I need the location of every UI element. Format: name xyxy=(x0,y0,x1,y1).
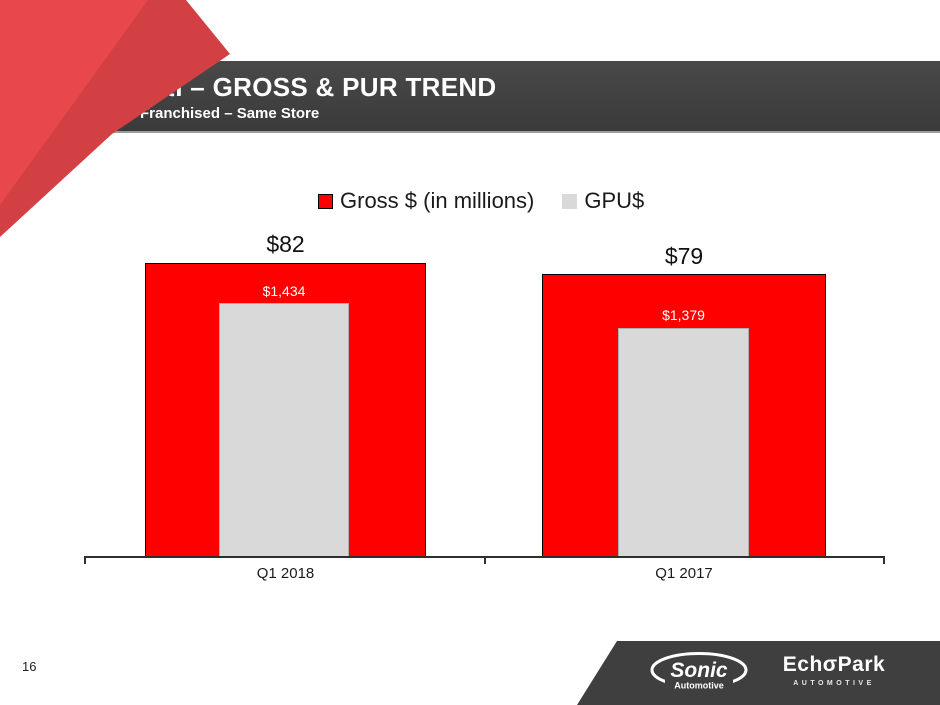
x-axis-tick-right xyxy=(883,556,885,564)
echopark-logo-wordmark: EchσPark xyxy=(782,653,886,676)
corner-ribbon-decoration xyxy=(0,0,230,237)
sonic-logo-wordmark: Sonic xyxy=(670,659,727,682)
slide-page-number: 16 xyxy=(22,659,37,674)
slide-subtitle: Franchised – Same Store xyxy=(140,105,320,122)
x-axis-tick-middle xyxy=(484,556,486,564)
category-label-q1-2018: Q1 2018 xyxy=(256,565,315,582)
echopark-logo-subtext: AUTOMOTIVE xyxy=(793,680,875,687)
gpu-value-label-q1-2017: $1,379 xyxy=(662,307,705,323)
echopark-automotive-logo: EchσPark AUTOMOTIVE xyxy=(774,653,894,687)
gpu-bar-q1-2018 xyxy=(219,303,349,557)
sonic-automotive-logo: Sonic Automotive xyxy=(650,652,748,691)
corner-ribbon-front-triangle xyxy=(0,0,148,205)
gpu-bar-q1-2017 xyxy=(618,328,749,557)
header-bar: F&I – GROSS & PUR TREND Franchised – Sam… xyxy=(110,61,940,133)
legend-item-gpu: GPU$ xyxy=(562,188,644,214)
gpu-legend-swatch xyxy=(562,193,578,209)
chart-legend: Gross $ (in millions) GPU$ xyxy=(318,188,644,214)
sonic-logo-text-backplate xyxy=(665,679,733,691)
gross-value-label-q1-2017: $79 xyxy=(664,243,704,269)
gpu-legend-label: GPU$ xyxy=(584,188,645,213)
gpu-value-label-q1-2018: $1,434 xyxy=(262,283,306,299)
gross-legend-swatch xyxy=(318,193,333,209)
slide-title: F&I – GROSS & PUR TREND xyxy=(140,72,497,102)
category-label-q1-2017: Q1 2017 xyxy=(655,565,713,582)
gross-legend-label: Gross $ (in millions) xyxy=(340,188,535,213)
legend-item-gross: Gross $ (in millions) xyxy=(318,188,534,214)
gross-value-label-q1-2018: $82 xyxy=(266,231,305,257)
x-axis-tick-left xyxy=(84,556,86,564)
sonic-logo-subtext: Automotive xyxy=(674,681,724,691)
